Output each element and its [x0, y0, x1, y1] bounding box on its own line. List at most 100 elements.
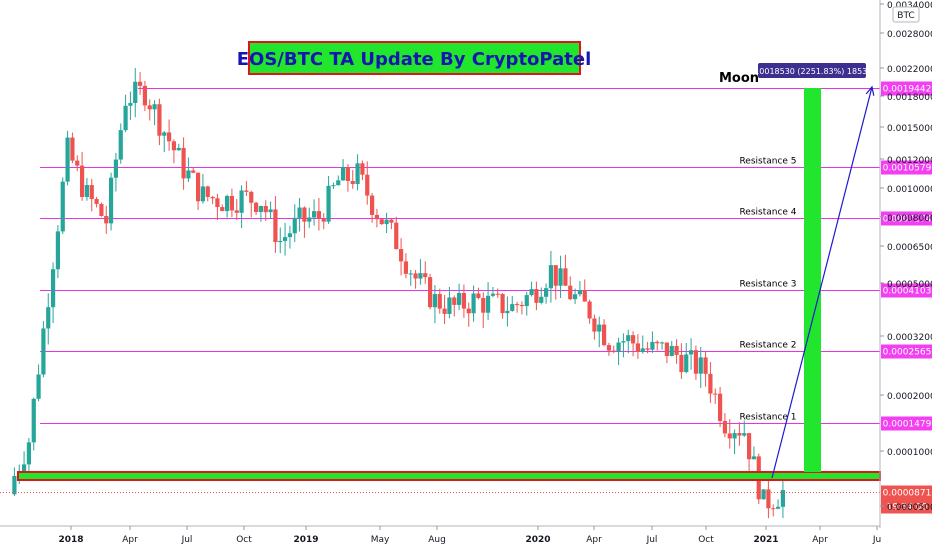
candle-body: [771, 508, 776, 510]
resistance-levels: 0.0019442 Resistance 5 0.0010579 Resistance…: [40, 81, 932, 431]
candle: [495, 288, 500, 298]
candle: [713, 388, 718, 404]
candle: [258, 205, 264, 222]
candle: [437, 288, 442, 314]
y-axis[interactable]: 0.00340000.00280000.00220000.00180000.00…: [879, 0, 932, 528]
support-zone: [17, 471, 881, 481]
y-tick-label: 0.0005000: [887, 280, 932, 290]
x-tick-label: Oct: [236, 535, 252, 545]
candle-body: [142, 85, 148, 106]
candle-body: [553, 265, 558, 286]
candle: [253, 201, 259, 215]
level-price-tag[interactable]: [881, 344, 932, 359]
candle-body: [621, 341, 626, 343]
candle-body: [181, 147, 186, 179]
candle-body: [626, 335, 631, 342]
candle: [626, 329, 631, 354]
candle: [108, 172, 114, 231]
level-price-tag[interactable]: [881, 416, 932, 431]
candle: [316, 198, 322, 231]
candle-body: [548, 265, 554, 289]
candle-body: [186, 170, 191, 179]
level-price-label: 0.0002565: [883, 348, 932, 358]
level-price-tag[interactable]: [881, 211, 932, 226]
candle: [722, 413, 728, 438]
candle-body: [708, 373, 713, 394]
candle-body: [84, 185, 90, 198]
candle: [708, 361, 713, 403]
candle: [514, 301, 520, 313]
candle-body: [195, 172, 201, 202]
candle-body: [355, 163, 360, 185]
candle-body: [176, 147, 181, 151]
candle-body: [273, 209, 278, 243]
candle-body: [75, 160, 80, 166]
level-price-tag[interactable]: [881, 283, 932, 298]
candle: [664, 342, 670, 364]
candle: [534, 281, 539, 311]
candle-body: [485, 295, 491, 313]
candle: [394, 216, 399, 250]
candle-body: [630, 335, 636, 344]
candle-body: [36, 374, 41, 399]
candle: [737, 422, 742, 446]
candle: [418, 259, 423, 285]
countdown-label: 19:34:00: [887, 503, 928, 513]
y-tick-label: 0.0001000: [887, 448, 932, 458]
current-price-label: 0.0000871: [883, 489, 932, 499]
y-tick-label: 0.0028000: [887, 30, 932, 40]
candle: [123, 94, 128, 133]
candle-body: [577, 290, 583, 295]
candle-body: [311, 211, 317, 218]
candle-body: [210, 196, 215, 199]
candle: [99, 202, 104, 217]
candle-body: [137, 81, 143, 86]
candle-body: [191, 170, 196, 173]
candle-body: [152, 104, 157, 110]
candle-body: [688, 350, 694, 355]
candle: [234, 199, 239, 221]
candle: [471, 285, 476, 322]
candle-body: [239, 190, 244, 213]
current-price-tag[interactable]: [881, 485, 932, 500]
candle: [771, 504, 776, 517]
candle: [408, 269, 413, 286]
candle-body: [278, 240, 283, 243]
candle-body: [50, 269, 56, 308]
candle-body: [215, 198, 220, 208]
y-tick-label: 0.0022000: [887, 65, 932, 75]
level-price-tag[interactable]: [881, 81, 932, 96]
candle: [766, 480, 771, 519]
candle: [500, 293, 505, 319]
candle: [365, 161, 370, 205]
currency-badge[interactable]: [892, 6, 920, 23]
candle: [41, 321, 46, 378]
candle-body: [669, 345, 674, 356]
candle: [12, 467, 17, 497]
candle: [543, 283, 549, 304]
candle: [553, 265, 558, 300]
candle: [273, 196, 278, 253]
candle: [461, 284, 467, 318]
candle: [389, 218, 394, 230]
candle-body: [727, 433, 732, 439]
candle-body: [345, 166, 351, 182]
candle: [104, 205, 109, 234]
candle: [592, 314, 597, 340]
candle-body: [563, 268, 568, 286]
candle: [510, 295, 515, 312]
candle: [191, 167, 196, 174]
candle-body: [766, 489, 771, 509]
x-axis[interactable]: 2018 Apr Jul Oct 2019 May Aug 2020 Apr Jul Oct 2021…: [0, 525, 881, 545]
y-tick-label: 0.0002000: [887, 392, 932, 402]
candle-body: [471, 293, 476, 314]
candle: [70, 132, 75, 164]
x-tick-label: Ju: [872, 535, 881, 545]
candle-body: [761, 489, 766, 500]
candle-body: [597, 324, 602, 332]
level-price-tag[interactable]: [881, 160, 932, 175]
candle-body: [698, 357, 703, 374]
candle-body: [258, 205, 264, 213]
candle: [732, 429, 737, 455]
